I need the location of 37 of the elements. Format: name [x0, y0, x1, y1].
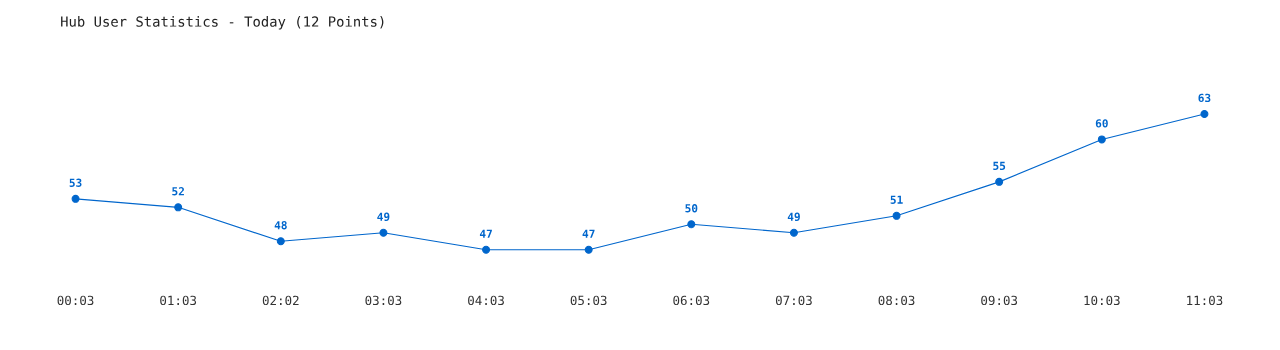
point [892, 211, 901, 220]
x-tick-label: 02:02 [262, 295, 299, 306]
point [276, 237, 285, 246]
point [1200, 109, 1209, 118]
data-label: 49 [787, 212, 800, 221]
data-label: 47 [479, 229, 492, 238]
x-tick-label: 10:03 [1084, 295, 1120, 306]
point [1097, 135, 1106, 144]
chart-title: Hub User Statistics - Today (12 Points) [61, 16, 384, 30]
x-tick-label: 01:03 [160, 295, 197, 306]
data-label: 52 [172, 187, 184, 196]
x-tick-label: 09:03 [981, 295, 1018, 306]
x-tick-label: 06:03 [673, 295, 710, 306]
data-label: 55 [993, 161, 1006, 170]
x-tick-label: 08:03 [878, 295, 915, 306]
x-tick-label: 00:03 [57, 295, 94, 306]
data-label: 63 [1198, 93, 1211, 103]
x-tick-label: 11:03 [1187, 295, 1223, 306]
point [789, 228, 798, 237]
point [687, 220, 696, 229]
point [71, 194, 80, 203]
point [584, 245, 593, 254]
x-tick-label: 03:03 [365, 295, 402, 306]
x-tick-label: 05:03 [570, 295, 607, 306]
point [482, 245, 491, 254]
data-label: 50 [685, 204, 698, 213]
point [379, 228, 388, 237]
data-label: 49 [377, 212, 390, 221]
data-label: 51 [890, 195, 903, 204]
point [174, 203, 183, 212]
data-label: 60 [1095, 119, 1108, 128]
x-tick-label: 04:03 [468, 295, 504, 306]
point [995, 177, 1004, 186]
data-label: 48 [274, 221, 287, 230]
x-tick-label: 07:03 [775, 295, 812, 306]
data-label: 53 [69, 178, 82, 187]
data-label: 47 [582, 229, 595, 238]
